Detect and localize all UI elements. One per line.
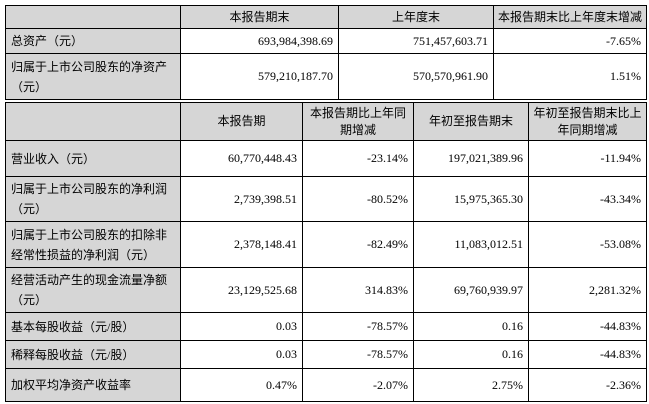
cell-value: -82.49% — [302, 221, 414, 268]
table-row: 归属于上市公司股东的净利润（元） 2,739,398.51 -80.52% 15… — [5, 176, 647, 222]
table-row: 稀释每股收益（元/股） 0.03 -78.57% 0.16 -44.83% — [5, 340, 647, 369]
cell-value: -44.83% — [528, 312, 647, 341]
table-row: 经营活动产生的现金流量净额（元） 23,129,525.68 314.83% 6… — [5, 267, 647, 313]
cell-value: 0.47% — [180, 368, 303, 402]
cell-value: 0.03 — [180, 312, 303, 341]
row-label-diluted-eps: 稀释每股收益（元/股） — [5, 340, 181, 369]
table-header-row: 本报告期 本报告期比上年同期增减 年初至报告期末 年初至报告期末比上年同期增减 — [5, 102, 647, 141]
cell-value: -23.14% — [302, 140, 414, 177]
row-label-net-assets: 归属于上市公司股东的净资产（元） — [5, 53, 181, 100]
cell-value: 693,984,398.69 — [180, 28, 339, 54]
cell-value: -78.57% — [302, 340, 414, 369]
cell-value: -43.34% — [528, 176, 647, 222]
row-label-total-assets: 总资产（元） — [5, 28, 181, 54]
cell-value: -53.08% — [528, 221, 647, 268]
cell-value: -44.83% — [528, 340, 647, 369]
cell-value: 11,083,012.51 — [413, 221, 529, 268]
cell-value: 579,210,187.70 — [180, 53, 339, 100]
table-row: 归属于上市公司股东的净资产（元） 579,210,187.70 570,570,… — [5, 53, 647, 100]
column-header-current-period: 本报告期 — [180, 102, 303, 141]
cell-value: -7.65% — [493, 28, 647, 54]
table-row: 基本每股收益（元/股） 0.03 -78.57% 0.16 -44.83% — [5, 312, 647, 341]
corner-header-cell — [5, 102, 181, 141]
cell-value: 2.75% — [413, 368, 529, 402]
cell-value: -2.36% — [528, 368, 647, 402]
row-label-operating-cash-flow: 经营活动产生的现金流量净额（元） — [5, 267, 181, 313]
cell-value: 0.16 — [413, 312, 529, 341]
cell-value: 23,129,525.68 — [180, 267, 303, 313]
row-label-net-profit-excl-nonrecurring: 归属于上市公司股东的扣除非经常性损益的净利润（元） — [5, 221, 181, 268]
column-header-current-period-end: 本报告期末 — [180, 5, 339, 29]
column-header-change-vs-prior-year-end: 本报告期末比上年度末增减 — [493, 5, 647, 29]
row-label-operating-revenue: 营业收入（元） — [5, 140, 181, 177]
table-header-row: 本报告期末 上年度末 本报告期末比上年度末增减 — [5, 5, 647, 29]
corner-header-cell — [5, 5, 181, 29]
period-end-summary-table: 本报告期末 上年度末 本报告期末比上年度末增减 总资产（元） 693,984,3… — [5, 5, 647, 100]
cell-value: 69,760,939.97 — [413, 267, 529, 313]
column-header-change-yoy: 本报告期比上年同期增减 — [302, 102, 414, 141]
cell-value: 2,739,398.51 — [180, 176, 303, 222]
cell-value: -2.07% — [302, 368, 414, 402]
cell-value: 15,975,365.30 — [413, 176, 529, 222]
table-row: 归属于上市公司股东的扣除非经常性损益的净利润（元） 2,378,148.41 -… — [5, 221, 647, 268]
table-row: 加权平均净资产收益率 0.47% -2.07% 2.75% -2.36% — [5, 368, 647, 402]
cell-value: 570,570,961.90 — [338, 53, 494, 100]
cell-value: -80.52% — [302, 176, 414, 222]
column-header-year-to-date: 年初至报告期末 — [413, 102, 529, 141]
row-label-weighted-avg-roe: 加权平均净资产收益率 — [5, 368, 181, 402]
cell-value: 2,378,148.41 — [180, 221, 303, 268]
cell-value: -78.57% — [302, 312, 414, 341]
row-label-basic-eps: 基本每股收益（元/股） — [5, 312, 181, 341]
cell-value: 1.51% — [493, 53, 647, 100]
cell-value: 197,021,389.96 — [413, 140, 529, 177]
cell-value: -11.94% — [528, 140, 647, 177]
table-row: 营业收入（元） 60,770,448.43 -23.14% 197,021,38… — [5, 140, 647, 177]
cell-value: 314.83% — [302, 267, 414, 313]
cell-value: 60,770,448.43 — [180, 140, 303, 177]
reporting-period-summary-table: 本报告期 本报告期比上年同期增减 年初至报告期末 年初至报告期末比上年同期增减 … — [5, 102, 647, 402]
cell-value: 751,457,603.71 — [338, 28, 494, 54]
column-header-ytd-change-yoy: 年初至报告期末比上年同期增减 — [528, 102, 647, 141]
column-header-prior-year-end: 上年度末 — [338, 5, 494, 29]
table-row: 总资产（元） 693,984,398.69 751,457,603.71 -7.… — [5, 28, 647, 54]
cell-value: 0.16 — [413, 340, 529, 369]
cell-value: 0.03 — [180, 340, 303, 369]
row-label-net-profit: 归属于上市公司股东的净利润（元） — [5, 176, 181, 222]
cell-value: 2,281.32% — [528, 267, 647, 313]
